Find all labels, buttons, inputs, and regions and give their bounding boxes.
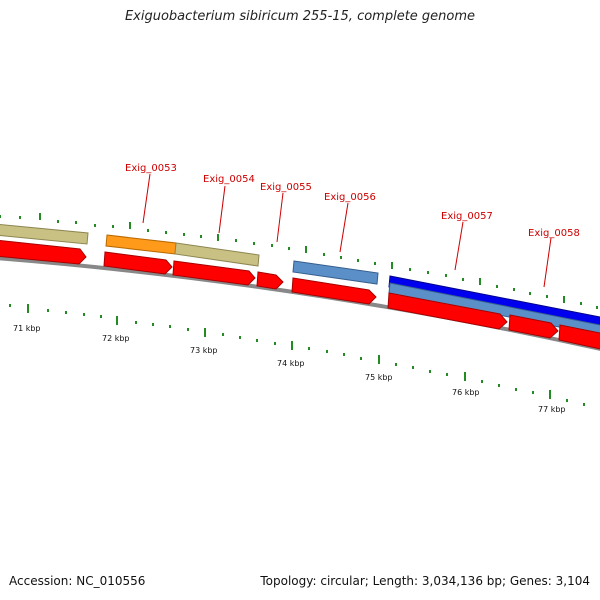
kbp-label: 77 kbp [538, 405, 566, 414]
cds-arrow[interactable] [0, 240, 87, 265]
cds-arrow[interactable] [387, 292, 508, 330]
gene-feature[interactable] [105, 234, 177, 255]
gene-label[interactable]: Exig_0058 [528, 228, 580, 239]
gene-label[interactable]: Exig_0057 [441, 211, 493, 222]
label-leaders [142, 173, 552, 288]
cds-arrow[interactable] [256, 271, 284, 290]
inner-tick-row [9, 304, 585, 406]
cds-arrow[interactable] [508, 314, 559, 339]
cds-track [0, 240, 600, 350]
gene-label[interactable]: Exig_0055 [260, 182, 312, 193]
kbp-label: 71 kbp [13, 324, 41, 333]
topology-summary: Topology: circular; Length: 3,034,136 bp… [260, 574, 590, 588]
kbp-label: 73 kbp [190, 346, 218, 355]
accession-text: Accession: NC_010556 [9, 574, 146, 588]
cds-arrow[interactable] [558, 324, 600, 350]
cds-arrow[interactable] [103, 251, 173, 275]
gene-feature[interactable] [174, 242, 260, 267]
gene-feature[interactable] [0, 223, 89, 245]
kbp-label: 72 kbp [102, 334, 130, 343]
cds-arrow[interactable] [291, 277, 377, 305]
map-title: Exiguobacterium sibiricum 255-15, comple… [124, 9, 476, 24]
gene-label[interactable]: Exig_0056 [324, 192, 376, 203]
kbp-label: 75 kbp [365, 373, 393, 382]
gene-label[interactable]: Exig_0053 [125, 163, 177, 174]
kbp-label: 74 kbp [277, 359, 305, 368]
gene-label[interactable]: Exig_0054 [203, 174, 255, 185]
gene-feature[interactable] [292, 260, 379, 285]
kbp-label: 76 kbp [452, 388, 480, 397]
cds-arrow[interactable] [172, 260, 256, 286]
outer-tick-row [0, 213, 598, 309]
